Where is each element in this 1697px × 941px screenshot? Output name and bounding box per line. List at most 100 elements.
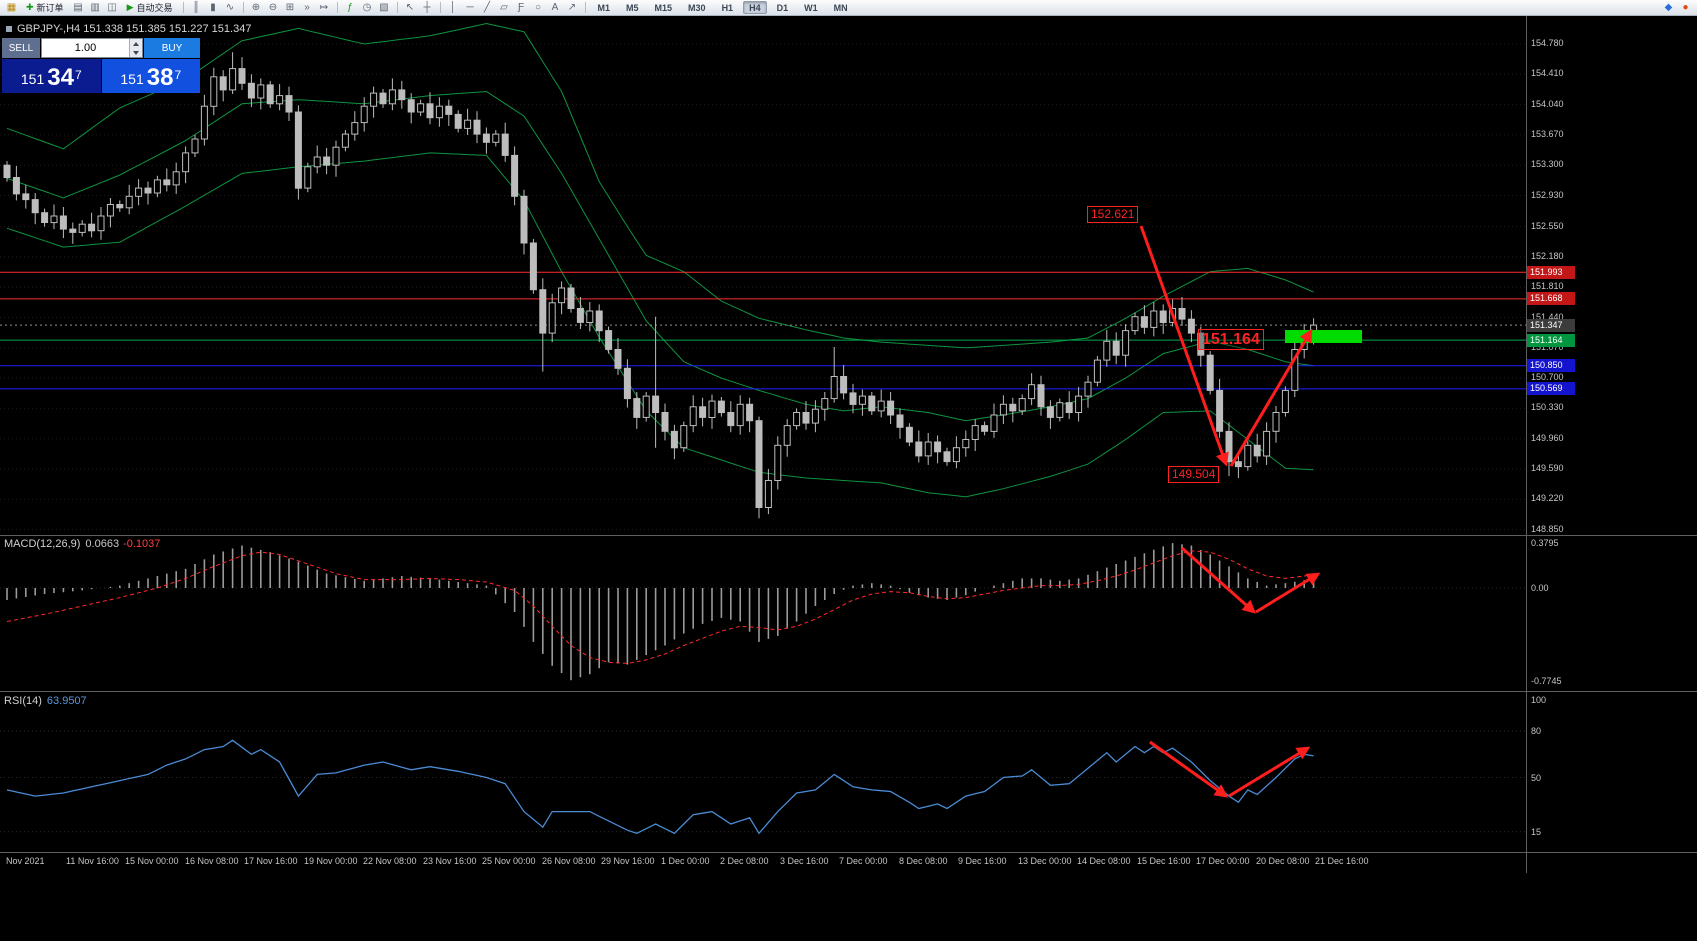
market-watch-icon[interactable]: ▥ — [90, 2, 100, 13]
price-axis-tick: 154.410 — [1531, 68, 1564, 78]
price-axis-tick: 151.440 — [1531, 312, 1564, 322]
price-axis-tick: 149.220 — [1531, 493, 1564, 503]
rsi-axis-tick: 50 — [1531, 773, 1542, 783]
text-icon[interactable]: A — [551, 2, 559, 13]
bar-chart-icon[interactable]: ║ — [192, 2, 200, 13]
timeframe-button-m15[interactable]: M15 — [654, 3, 673, 13]
annotation-entry-price: 151.164 — [1198, 329, 1264, 350]
sell-button[interactable]: SELL — [2, 38, 40, 58]
panel-divider[interactable] — [0, 535, 1697, 536]
chart-marker-icon — [6, 26, 12, 32]
annotation-swing-low-price: 149.504 — [1168, 466, 1220, 483]
rsi-value: 63.9507 — [46, 695, 87, 707]
time-axis-label: 21 Dec 16:00 — [1315, 856, 1369, 866]
price-axis-tick: 154.040 — [1531, 99, 1564, 109]
time-axis-label: 14 Dec 08:00 — [1077, 856, 1131, 866]
arrow-objects-icon[interactable]: ↗ — [567, 2, 577, 13]
price-axis-tick: 149.960 — [1531, 433, 1564, 443]
buy-price-pips: 38 — [146, 64, 174, 91]
new-order-button[interactable]: ✚ 新订单 — [21, 1, 69, 15]
new-order-button-label: 新订单 — [36, 3, 64, 13]
shapes-icon[interactable]: ○ — [534, 2, 542, 13]
chart-profiles-icon[interactable]: ▤ — [73, 2, 83, 13]
rsi-plot[interactable] — [0, 692, 1697, 852]
timeframe-button-w1[interactable]: W1 — [804, 3, 818, 13]
price-axis-tick: 148.850 — [1531, 524, 1564, 534]
timeframe-button-h4[interactable]: H4 — [743, 1, 767, 14]
autotrading-button[interactable]: ▶ 自动交易 — [122, 1, 178, 15]
volume-value[interactable]: 1.00 — [74, 42, 97, 54]
toolbar-separator — [396, 2, 398, 13]
community-icon[interactable]: ◆ — [1664, 2, 1673, 13]
price-axis-tick: 152.180 — [1531, 251, 1564, 261]
volume-input[interactable]: 1.00 — [41, 38, 143, 58]
price-axis-tick: 150.700 — [1531, 372, 1564, 382]
price-axis-tick: 151.810 — [1531, 281, 1564, 291]
main-chart-canvas[interactable] — [0, 16, 1697, 535]
chart-shift-icon[interactable]: ↦ — [319, 2, 329, 13]
equidistant-channel-icon[interactable]: ▱ — [500, 2, 508, 13]
sell-price-button[interactable]: 151 34 7 — [2, 59, 101, 93]
time-axis-label: 20 Dec 08:00 — [1256, 856, 1310, 866]
time-axis-label: 2 Dec 08:00 — [720, 856, 769, 866]
price-axis-tick: 153.300 — [1531, 159, 1564, 169]
horizontal-line-icon[interactable]: ─ — [466, 2, 474, 13]
templates-icon[interactable]: ▧ — [379, 2, 389, 13]
vertical-line-icon[interactable]: │ — [449, 2, 457, 13]
timeframe-button-d1[interactable]: D1 — [776, 3, 789, 13]
macd-axis-tick: 0.00 — [1531, 583, 1549, 593]
time-axis-label: 17 Nov 16:00 — [244, 856, 298, 866]
volume-decrease-button[interactable] — [130, 48, 142, 57]
macd-plot[interactable] — [0, 536, 1697, 691]
time-axis-label: 3 Dec 16:00 — [780, 856, 829, 866]
periods-icon[interactable]: ◷ — [362, 2, 372, 13]
autotrading-button-label: 自动交易 — [136, 3, 173, 13]
time-axis-label: 17 Dec 00:00 — [1196, 856, 1250, 866]
time-axis-label: 26 Nov 08:00 — [542, 856, 596, 866]
auto-scroll-icon[interactable]: » — [304, 2, 310, 13]
tile-windows-icon[interactable]: ⊞ — [285, 2, 295, 13]
charts-grid-icon[interactable]: ▦ — [6, 2, 17, 13]
indicators-icon[interactable]: ƒ — [347, 2, 353, 13]
candlestick-chart-icon[interactable]: ▮ — [210, 2, 216, 13]
time-axis-label: Nov 2021 — [6, 856, 45, 866]
buy-button[interactable]: BUY — [144, 38, 200, 58]
zoom-in-icon[interactable]: ⊕ — [251, 2, 261, 13]
buy-price-big: 151 — [120, 71, 144, 87]
zoom-out-icon[interactable]: ⊖ — [268, 2, 278, 13]
time-axis-label: 11 Nov 16:00 — [66, 856, 119, 866]
price-tag-150.569: 150.569 — [1527, 382, 1575, 395]
macd-axis-tick: -0.7745 — [1531, 676, 1562, 686]
cursor-icon[interactable]: ↖ — [405, 2, 415, 13]
toolbar-separator — [584, 2, 586, 13]
volume-stepper — [129, 39, 142, 57]
timeframe-button-h1[interactable]: H1 — [721, 3, 734, 13]
time-axis-label: 1 Dec 00:00 — [661, 856, 710, 866]
timeframe-button-m1[interactable]: M1 — [597, 3, 611, 13]
data-window-icon[interactable]: ◫ — [107, 2, 117, 13]
toolbar-separator — [182, 2, 184, 13]
timeframe-button-mn[interactable]: MN — [833, 3, 848, 13]
alerts-icon[interactable]: ● — [1682, 2, 1689, 13]
timeframe-button-m30[interactable]: M30 — [688, 3, 706, 13]
trendline-icon[interactable]: ╱ — [483, 2, 491, 13]
timeframe-button-m5[interactable]: M5 — [626, 3, 639, 13]
panel-divider[interactable] — [0, 852, 1697, 853]
volume-increase-button[interactable] — [130, 39, 142, 48]
time-axis-label: 15 Dec 16:00 — [1137, 856, 1191, 866]
fibonacci-icon[interactable]: Ƒ — [517, 2, 525, 13]
price-chart-plot[interactable] — [0, 16, 1526, 535]
time-axis-label: 16 Nov 08:00 — [185, 856, 239, 866]
price-tag-151.164: 151.164 — [1527, 334, 1575, 347]
crosshair-icon[interactable]: ┼ — [423, 2, 431, 13]
panel-divider[interactable] — [0, 691, 1697, 692]
toolbar-separator — [336, 2, 338, 13]
rsi-axis-tick: 80 — [1531, 726, 1542, 736]
macd-indicator-label: MACD(12,26,9) 0.0663 -0.1037 — [4, 538, 160, 550]
rsi-indicator-label: RSI(14) 63.9507 — [4, 695, 87, 707]
buy-price-button[interactable]: 151 38 7 — [101, 59, 200, 93]
price-axis-tick: 149.590 — [1531, 463, 1564, 473]
sell-price-point: 7 — [74, 68, 82, 82]
line-chart-icon[interactable]: ∿ — [225, 2, 235, 13]
